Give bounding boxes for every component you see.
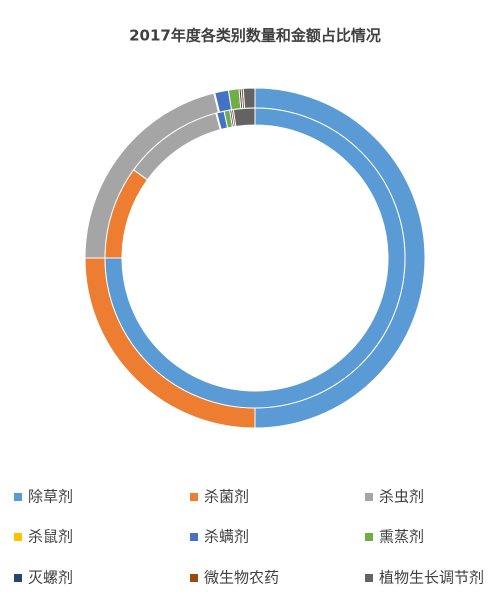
legend-label: 杀鼠剂 (28, 528, 73, 546)
legend-label: 微生物农药 (204, 569, 279, 587)
legend-label: 杀螨剂 (204, 528, 249, 546)
legend-swatch (190, 574, 198, 582)
legend-swatch (14, 493, 22, 501)
legend-swatch (190, 493, 198, 501)
legend-label: 杀菌剂 (204, 488, 249, 506)
legend-swatch (365, 574, 373, 582)
legend-label: 杀虫剂 (379, 488, 424, 506)
legend-label: 植物生长调节剂 (379, 569, 484, 587)
chart-title: 2017年度各类别数量和金额占比情况 (129, 27, 381, 45)
legend-swatch (365, 533, 373, 541)
donut-segment (84, 92, 220, 259)
legend-swatch (190, 533, 198, 541)
legend-label: 灭螺剂 (28, 569, 73, 587)
legend-swatch (14, 574, 22, 582)
legend-swatch (14, 533, 22, 541)
donut-segment (104, 107, 406, 409)
legend-swatch (365, 493, 373, 501)
donut-segment (242, 87, 256, 109)
donut-segment (232, 107, 256, 127)
legend-label: 熏蒸剂 (379, 528, 424, 546)
legend-label: 除草剂 (28, 488, 73, 506)
